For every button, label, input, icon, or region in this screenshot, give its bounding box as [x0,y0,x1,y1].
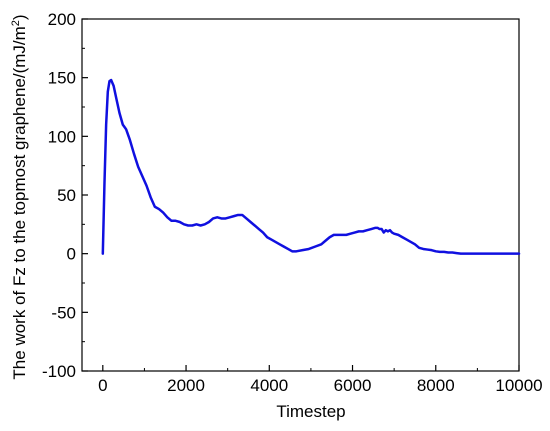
y-tick-label: -50 [51,303,76,322]
x-tick-label: 6000 [334,376,372,395]
x-tick-labels: 0 2000 4000 6000 8000 10000 [98,376,543,395]
y-tick-label: 50 [57,186,76,205]
y-tick-label: 200 [48,10,76,29]
y-tick-label: -100 [42,362,76,381]
x-tick-label: 0 [98,376,107,395]
series-line [101,78,521,255]
y-axis-title-superscript: 2 [10,20,22,26]
y-tick-labels: -100 -50 0 50 100 150 200 [42,10,76,381]
plot-axes [81,18,520,372]
tick-marks [82,18,520,372]
y-tick-label: 100 [48,127,76,146]
x-tick-label: 10000 [495,376,542,395]
x-tick-label: 4000 [250,376,288,395]
y-axis-title-main: The work of Fz to the topmost graphene/(… [10,26,29,379]
x-axis-title: Timestep [276,402,345,421]
x-tick-label: 8000 [417,376,455,395]
x-tick-label: 2000 [167,376,205,395]
y-axis-title-end: ) [10,14,29,20]
y-tick-label: 0 [67,245,76,264]
y-axis-title: The work of Fz to the topmost graphene/(… [10,14,29,379]
y-tick-label: 150 [48,69,76,88]
plot-frame [81,18,520,372]
